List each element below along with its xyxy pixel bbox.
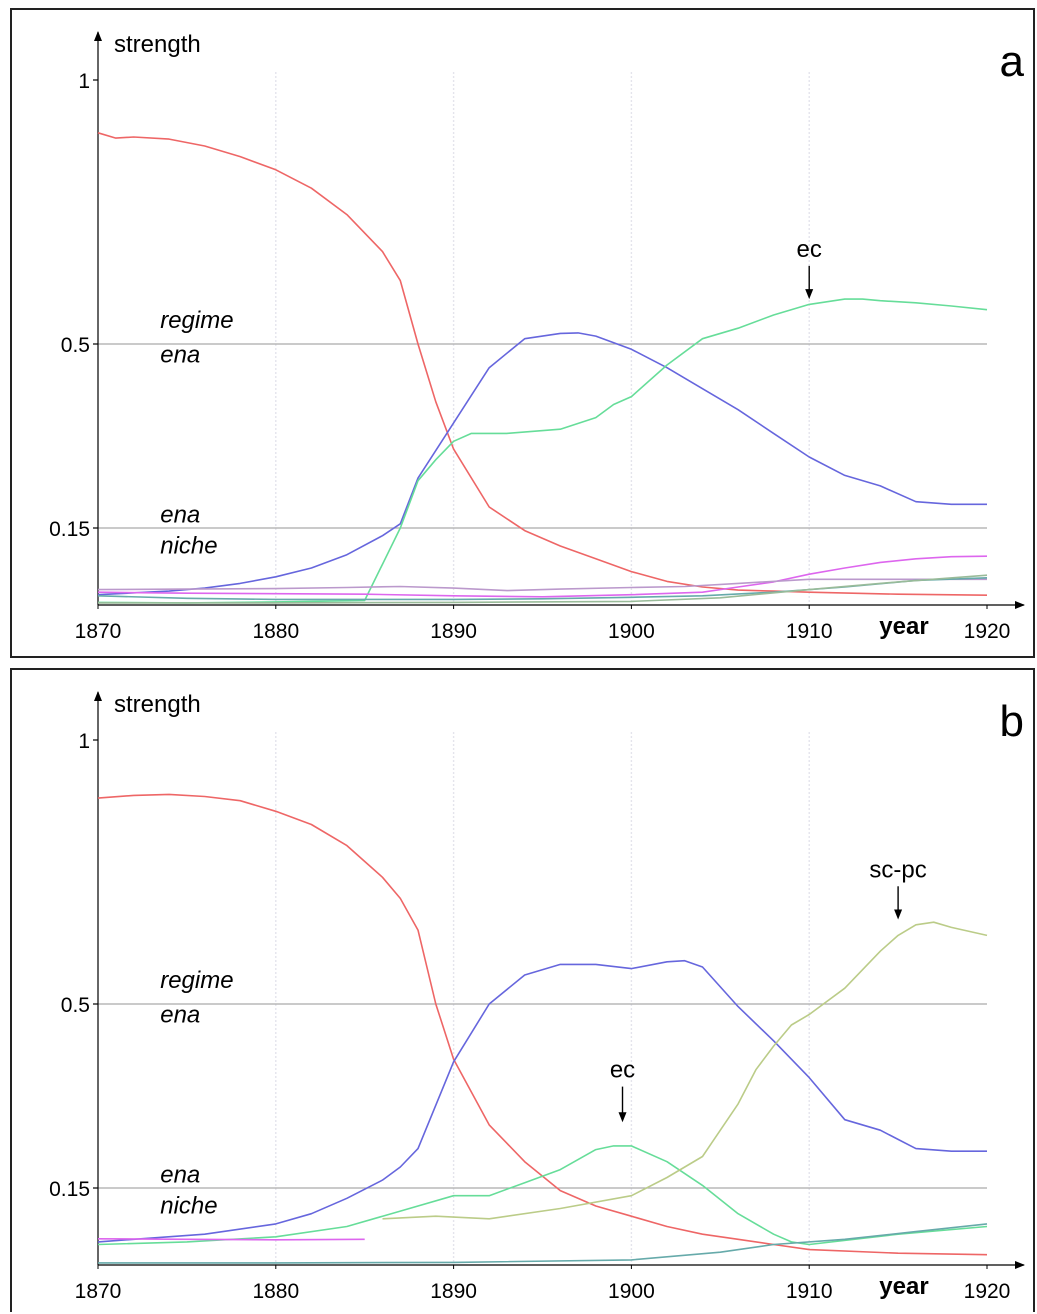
annotation-label: ena [160, 1001, 200, 1028]
x-axis-arrow-icon [1015, 601, 1025, 609]
series-line-4 [382, 921, 988, 1220]
annotation-label: niche [160, 533, 217, 560]
annotation-label: regime [160, 307, 233, 334]
series-line-1 [97, 132, 988, 596]
series-line-1 [97, 793, 988, 1256]
y-axis-title: strength [114, 691, 201, 718]
series-line-5 [97, 1238, 365, 1241]
x-tick-label: 1920 [964, 620, 1011, 643]
series-line-3 [97, 1145, 988, 1246]
annotation-label: ena [160, 341, 200, 368]
down-arrow-icon [805, 289, 814, 300]
x-tick-label: 1900 [608, 620, 655, 643]
y-tick-label: 0.5 [61, 994, 90, 1017]
chart-panel-a: 1 0.5 0.15 1870 1880 1890 1900 1910 1920 strength… [10, 8, 1035, 658]
y-tick-label: 0.15 [49, 518, 90, 541]
annotation-label: ena [160, 502, 200, 529]
x-axis-title: year [879, 1273, 928, 1300]
series-line-6 [98, 1223, 988, 1264]
x-tick-label: 1910 [786, 1280, 833, 1303]
x-tick-label: 1890 [430, 1280, 477, 1303]
y-axis-arrow-icon [94, 31, 102, 41]
series-line-2 [97, 332, 987, 596]
y-axis-arrow-icon [94, 691, 102, 701]
x-tick-label: 1880 [252, 620, 299, 643]
x-axis-arrow-icon [1015, 1261, 1025, 1269]
x-tick-label: 1920 [964, 1280, 1011, 1303]
x-tick-label: 1880 [252, 1280, 299, 1303]
series-line-5 [97, 578, 987, 592]
annotation-label: sc-pc [869, 856, 926, 883]
y-tick-label: 0.15 [49, 1178, 90, 1201]
panel-letter-label: b [1000, 697, 1024, 746]
series-line-7 [98, 574, 988, 604]
series-line-4 [97, 555, 988, 598]
chart-b-svg: 1 0.5 0.15 1870 1880 1890 1900 1910 1920 strength… [49, 691, 1025, 1303]
x-tick-label: 1870 [75, 1280, 122, 1303]
y-axis-title: strength [114, 31, 201, 58]
down-arrow-icon [894, 909, 903, 920]
x-axis-title: year [879, 613, 928, 640]
x-tick-label: 1870 [75, 620, 122, 643]
y-tick-label: 0.5 [61, 334, 90, 357]
annotation-label: ena [160, 1162, 200, 1189]
panel-letter-label: a [1000, 37, 1025, 86]
annotation-label: regime [160, 967, 233, 994]
series-line-3 [97, 298, 988, 604]
annotation-label: niche [160, 1193, 217, 1220]
x-tick-label: 1900 [608, 1280, 655, 1303]
y-tick-label: 1 [78, 70, 90, 93]
annotation-label: ec [797, 236, 822, 263]
chart-panel-b: 1 0.5 0.15 1870 1880 1890 1900 1910 1920 strength… [10, 668, 1035, 1312]
y-tick-label: 1 [78, 730, 90, 753]
annotation-label: ec [610, 1057, 635, 1084]
x-tick-label: 1890 [430, 620, 477, 643]
down-arrow-icon [618, 1112, 627, 1123]
series-line-2 [97, 959, 987, 1243]
chart-a-svg: 1 0.5 0.15 1870 1880 1890 1900 1910 1920 strength… [49, 31, 1025, 643]
x-tick-label: 1910 [786, 620, 833, 643]
